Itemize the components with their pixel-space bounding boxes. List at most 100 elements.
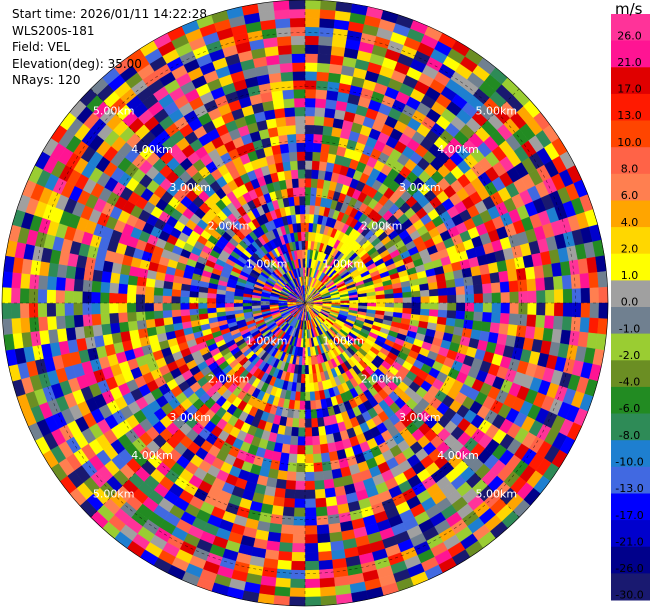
- radar-gate: [90, 291, 101, 304]
- colorbar-tick-label: 4.0: [621, 216, 639, 229]
- radar-gate: [144, 310, 155, 321]
- radar-gate: [304, 124, 315, 135]
- radar-gate: [482, 283, 493, 294]
- radar-gate: [275, 478, 287, 490]
- radar-gate: [304, 347, 309, 357]
- radar-gate: [73, 290, 83, 304]
- radar-gate: [315, 506, 328, 517]
- radar-gate: [447, 294, 457, 304]
- radar-gate: [498, 270, 510, 283]
- radar-gate: [455, 310, 466, 321]
- range-ring-label: 3.00km: [399, 411, 441, 424]
- radar-gate: [279, 533, 294, 544]
- elevation-text: Elevation(deg): 35.00: [12, 56, 142, 71]
- radar-gate: [553, 302, 564, 317]
- radar-gate: [304, 71, 318, 81]
- radar-gate: [561, 316, 573, 332]
- radar-gate: [92, 324, 103, 337]
- radar-gate: [580, 302, 591, 319]
- colorbar-segment: [611, 520, 650, 548]
- radar-gate: [233, 302, 243, 307]
- radar-gate: [527, 290, 537, 304]
- radar-gate: [146, 326, 158, 337]
- radar-gate: [471, 274, 483, 286]
- radar-gate: [118, 273, 130, 285]
- radar-gate: [304, 596, 322, 607]
- radar-gate: [65, 265, 77, 280]
- radar-gate: [292, 71, 306, 81]
- radar-gate: [482, 312, 493, 323]
- radar-gate: [74, 326, 86, 340]
- range-ring-label: 5.00km: [476, 487, 518, 500]
- radar-gate: [393, 302, 404, 309]
- radar-gate: [463, 319, 474, 330]
- radar-gate: [301, 249, 306, 259]
- radar-gate: [287, 142, 298, 153]
- radar-gate: [324, 107, 336, 119]
- radar-gate: [375, 294, 386, 300]
- radar-gate: [311, 435, 321, 446]
- radar-gate: [278, 134, 289, 145]
- colorbar-segment: [611, 173, 650, 201]
- radar-gate: [91, 313, 102, 326]
- radar-gate: [319, 586, 336, 597]
- radar-gate: [312, 151, 322, 162]
- radar-gate: [298, 418, 306, 429]
- radar-gate: [420, 296, 431, 304]
- radar-gate: [304, 204, 311, 215]
- radar-gate: [269, 513, 283, 525]
- range-ring-label: 1.00km: [246, 258, 288, 271]
- colorbar-tick-label: 0.0: [621, 296, 639, 309]
- radar-gate: [326, 90, 339, 101]
- radar-gate: [144, 294, 154, 304]
- radar-gate: [109, 272, 121, 284]
- radar-gate: [455, 285, 466, 296]
- radar-gate: [304, 338, 308, 348]
- radar-gate: [325, 496, 338, 508]
- radar-gate: [99, 302, 110, 314]
- radar-gate: [224, 302, 235, 308]
- radar-gate: [274, 17, 291, 29]
- radar-gate: [325, 98, 338, 110]
- radar-gate: [436, 280, 448, 290]
- radar-gate: [319, 577, 336, 589]
- field-text: Field: VEL: [12, 40, 71, 54]
- radar-gate: [446, 310, 457, 320]
- range-ring-label: 5.00km: [476, 105, 518, 118]
- radar-gate: [274, 487, 286, 499]
- radar-gate: [64, 302, 74, 316]
- radar-gate: [55, 302, 65, 317]
- radar-gate: [598, 302, 609, 320]
- radar-gate: [329, 459, 341, 471]
- radar-gate: [299, 400, 306, 411]
- radar-gate: [317, 542, 332, 553]
- radar-gate: [276, 469, 288, 481]
- radar-gate: [272, 98, 285, 110]
- radar-gate: [318, 434, 328, 446]
- radar-gate: [367, 302, 377, 307]
- radar-gate: [315, 515, 329, 526]
- radar-gate: [473, 302, 484, 313]
- radar-gate: [489, 272, 501, 284]
- radar-gate: [279, 143, 290, 154]
- colorbar-tick-label: -6.0: [619, 402, 640, 415]
- radar-gate: [323, 478, 335, 490]
- radar-gate: [295, 471, 306, 482]
- radar-gate: [375, 302, 386, 308]
- radar-gate: [1, 302, 12, 320]
- radar-gate: [304, 534, 318, 544]
- radar-gate: [292, 534, 306, 544]
- radar-gate: [297, 169, 306, 179]
- radar-gate: [271, 144, 282, 156]
- radar-gate: [304, 569, 320, 580]
- radar-gate: [393, 292, 404, 299]
- radar-gate: [471, 320, 483, 332]
- radar-gate: [322, 125, 334, 137]
- radar-gate: [215, 298, 226, 304]
- radar-gate: [180, 308, 191, 317]
- radar-gate: [304, 445, 314, 455]
- radar-gate: [282, 89, 295, 100]
- radar-gate: [444, 271, 455, 281]
- radar-gate: [536, 290, 546, 304]
- radar-gate: [316, 533, 331, 544]
